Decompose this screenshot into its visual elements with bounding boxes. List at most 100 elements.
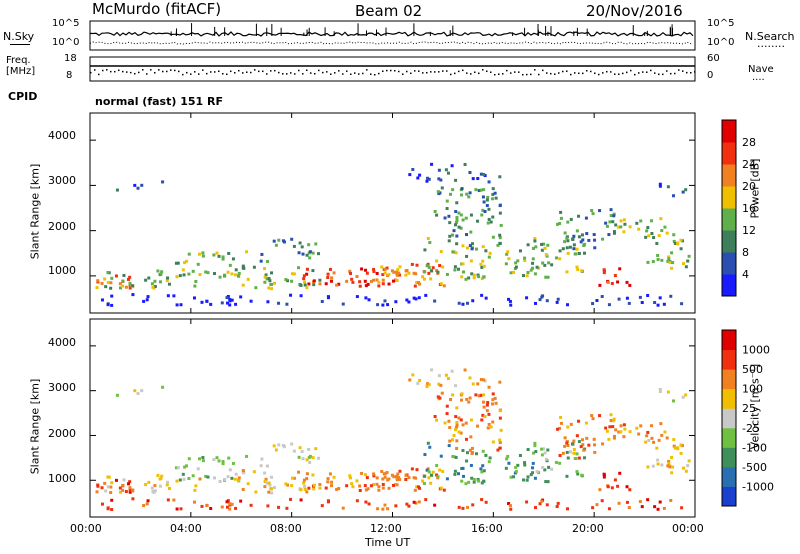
nave-dot xyxy=(106,69,108,71)
power-cell xyxy=(106,271,110,275)
power-cell xyxy=(394,278,398,282)
power-cell xyxy=(395,270,399,274)
power-cell xyxy=(228,303,232,307)
cpid-value: normal (fast) 151 RF xyxy=(95,95,223,108)
velocity-cell xyxy=(628,488,632,492)
velocity-cell xyxy=(531,461,535,465)
velocity-cell xyxy=(142,504,146,508)
velocity-cell xyxy=(546,480,550,484)
velocity-cell xyxy=(459,398,463,402)
velocity-cell xyxy=(450,369,454,373)
power-cell xyxy=(656,253,660,257)
velocity-cell xyxy=(463,368,467,372)
power-cell xyxy=(455,242,459,246)
nave-dot xyxy=(282,73,284,75)
power-cell xyxy=(410,262,414,266)
power-cell xyxy=(297,266,301,270)
power-cell xyxy=(198,273,202,277)
velocity-cell xyxy=(454,455,458,459)
velocity-cell xyxy=(540,453,544,457)
velocity-cell xyxy=(178,478,182,482)
freq-tick-bottom: 8 xyxy=(66,70,73,81)
velocity-cell xyxy=(487,385,491,389)
nave-dot xyxy=(130,71,132,74)
velocity-cell xyxy=(397,476,401,480)
colorbar-segment xyxy=(722,274,736,297)
power-cell xyxy=(451,233,455,237)
velocity-cell xyxy=(407,504,411,508)
velocity-cell xyxy=(593,443,597,447)
velocity-cell xyxy=(663,430,667,434)
power-cell xyxy=(435,213,439,217)
velocity-cell xyxy=(453,469,457,473)
power-cell xyxy=(364,284,368,288)
power-cell xyxy=(467,195,471,199)
velocity-cell xyxy=(272,486,276,490)
colorbar-segment xyxy=(722,208,736,231)
velocity-cell xyxy=(410,467,414,471)
velocity-cell xyxy=(666,464,670,468)
velocity-cell xyxy=(653,505,657,509)
power-cell xyxy=(577,235,581,239)
velocity-cell xyxy=(270,491,274,495)
power-cell xyxy=(122,273,126,277)
power-cell xyxy=(471,299,475,303)
nave-dot xyxy=(118,69,120,72)
nave-dot xyxy=(230,70,232,73)
nave-dot xyxy=(638,72,640,74)
velocity-cell xyxy=(308,454,312,458)
power-cell xyxy=(263,267,267,271)
power-cell xyxy=(598,209,602,213)
nave-dot xyxy=(450,73,452,76)
power-cell xyxy=(523,258,527,262)
nave-dot xyxy=(586,70,588,72)
velocity-cell xyxy=(212,458,216,462)
velocity-cell xyxy=(422,481,426,485)
power-cell xyxy=(429,269,433,273)
velocity-cell xyxy=(486,401,490,405)
power-cell xyxy=(104,285,108,289)
power-cell xyxy=(140,183,144,187)
power-cell xyxy=(151,285,155,289)
velocity-cell xyxy=(364,488,368,492)
power-cell xyxy=(221,257,225,261)
velocity-cell xyxy=(324,486,328,490)
velocity-cell xyxy=(529,473,533,477)
velocity-cell xyxy=(440,391,444,395)
velocity-cell xyxy=(453,428,457,432)
velocity-cell xyxy=(430,368,434,372)
nave-dot xyxy=(374,73,376,76)
velocity-cell xyxy=(302,481,306,485)
power-cell xyxy=(465,246,469,250)
nave-dot xyxy=(666,70,668,72)
nave-dot xyxy=(690,72,692,74)
velocity-cell xyxy=(682,466,686,470)
velocity-cell xyxy=(303,487,307,491)
power-cell xyxy=(531,266,535,270)
power-cell xyxy=(443,216,447,220)
velocity-cell xyxy=(234,472,238,476)
nave-dot xyxy=(622,72,624,75)
nave-dot xyxy=(506,69,508,72)
power-cell xyxy=(568,245,572,249)
noise-panel-frame xyxy=(89,20,696,51)
velocity-cell xyxy=(611,425,615,429)
nave-dot xyxy=(694,71,696,73)
power-cell xyxy=(469,230,473,234)
power-cell xyxy=(569,217,573,221)
velocity-cell xyxy=(687,459,691,463)
power-cell xyxy=(349,271,353,275)
velocity-cell xyxy=(166,498,170,502)
velocity-colorbar-tick: 25 xyxy=(742,402,756,415)
cpid-label: CPID xyxy=(8,90,38,103)
power-cell xyxy=(147,276,151,280)
nsky-line xyxy=(89,31,694,37)
velocity-cell xyxy=(181,472,185,476)
nave-dot xyxy=(306,69,308,72)
velocity-cell xyxy=(461,506,465,510)
power-cell xyxy=(118,282,122,286)
power-cell xyxy=(469,213,473,217)
power-cell xyxy=(676,242,680,246)
power-ytick-2000: 2000 xyxy=(48,220,76,233)
velocity-cell xyxy=(230,476,234,480)
